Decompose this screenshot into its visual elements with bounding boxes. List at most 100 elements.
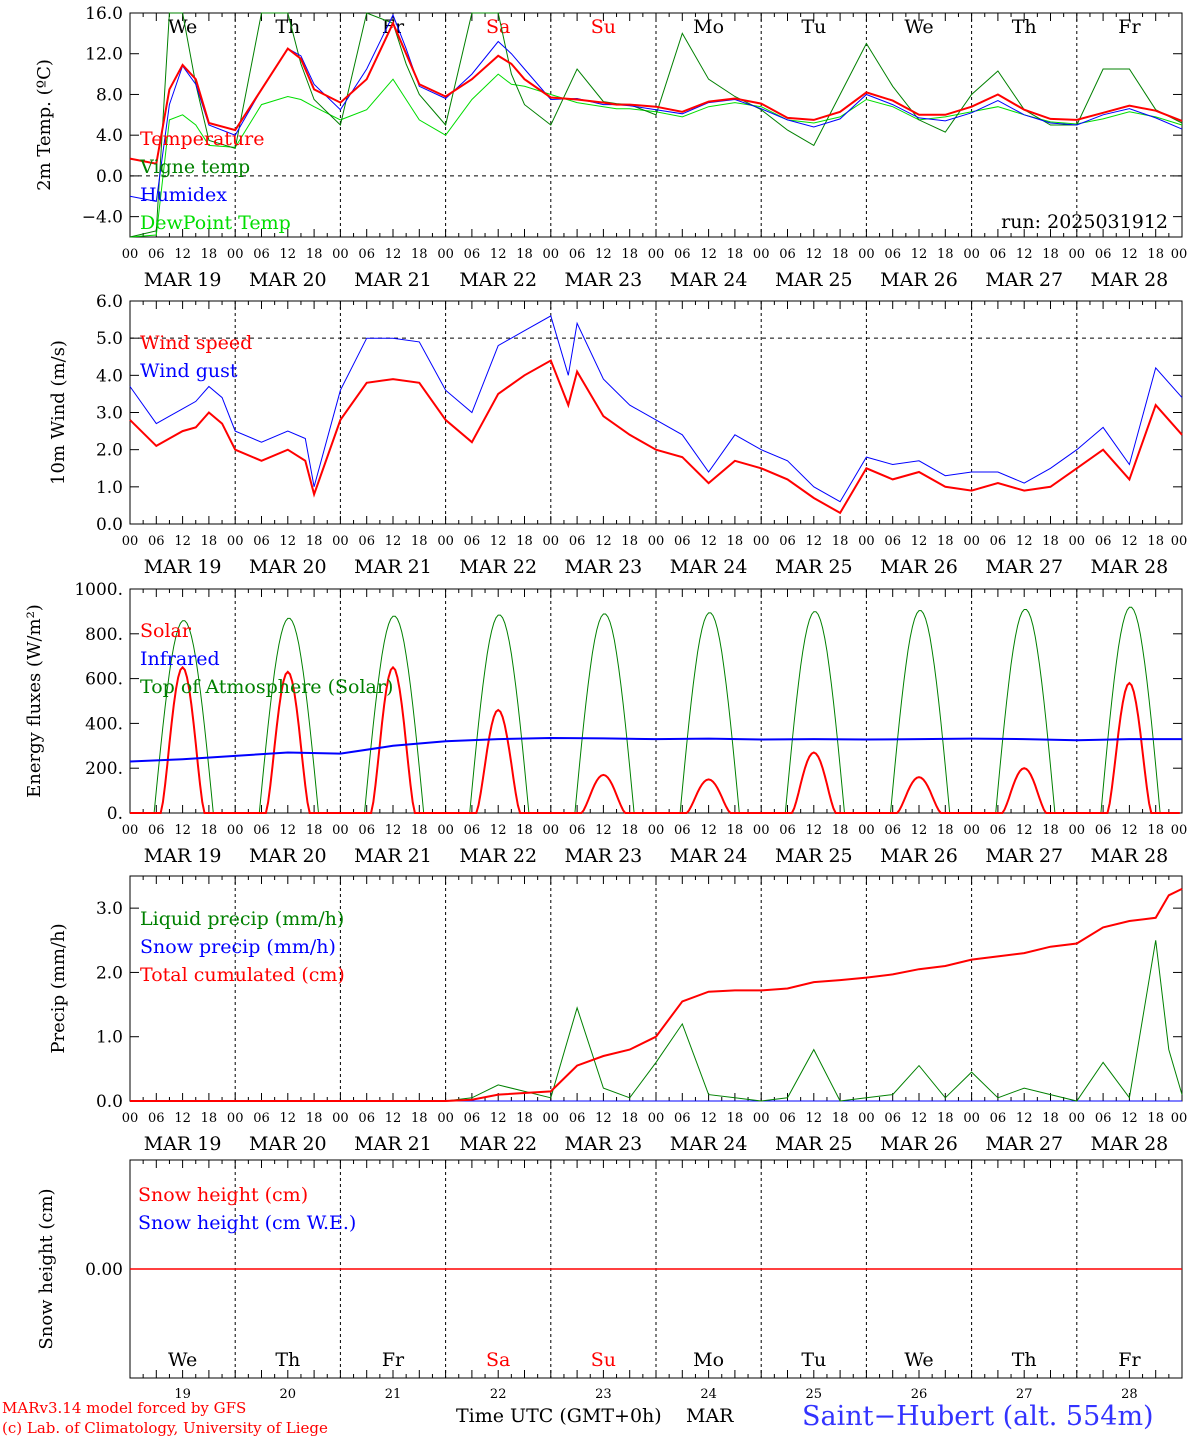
panel-4-hour-label: 06 [1095,1111,1112,1126]
wind-series-line [129,315,1183,503]
panel-2-hour-label: 18 [1042,534,1059,549]
panel-3-hour-label: 06 [253,823,270,838]
panel-2-hour-label: 18 [727,534,744,549]
panel-3-date-label: MAR 21 [354,845,432,867]
panel-4-hour-label: 00 [437,1111,454,1126]
day-name-top: Mo [693,16,724,38]
precip-series-line [130,940,1183,1102]
panel-1-hour-label: 06 [884,247,901,262]
panel-4-hour-label: 18 [516,1111,533,1126]
panel-3-hour-label: 18 [411,823,428,838]
toa-arch [1094,606,1165,814]
panel-2-hour-label: 06 [253,534,270,549]
panel-3-hour-label: 18 [621,823,638,838]
panel-2-hour-label: 00 [227,534,244,549]
panel-4-hour-label: 06 [464,1111,481,1126]
panel-3-hour-label: 00 [858,823,875,838]
panel-1-y-axis-title: 2m Temp. (ºC) [34,59,55,191]
day-name-bottom: We [904,1349,933,1371]
panel-3-hour-label: 00 [1171,823,1188,838]
day-number: 22 [490,1387,507,1402]
panel-3-y-tick-label: 600. [85,670,123,690]
panel-4-date-label: MAR 23 [565,1133,643,1155]
panel-2-date-label: MAR 28 [1091,556,1169,578]
panel-1-hour-label: 00 [227,247,244,262]
panel-3-hour-label: 18 [832,823,849,838]
panel-2-hour-label: 12 [595,534,612,549]
day-name-top: Fr [382,16,405,38]
panel-4-y-tick-label: 2.0 [96,963,123,983]
panel-2-date-label: MAR 20 [249,556,327,578]
panel-2-date-label: MAR 19 [144,556,222,578]
panel-2-hour-label: 12 [490,534,507,549]
energy-legend-entry: Infrared [140,648,220,670]
wind-series-line [129,359,1183,515]
panel-2-hour-label: 12 [174,534,191,549]
run-label: run: 2025031912 [1001,211,1168,233]
panel-2-hour-label: 12 [280,534,297,549]
panel-4-date-label: MAR 26 [880,1133,958,1155]
panel-1-hour-label: 00 [332,247,349,262]
panel-3-y-axis-title: Energy fluxes (W/m²) [24,604,45,798]
panel-3-hour-label: 12 [1121,823,1138,838]
wind-legend-entry: Wind gust [140,360,238,382]
panel-1-date-label: MAR 19 [144,269,222,291]
panel-3-hour-label: 18 [516,823,533,838]
panel-1-hour-label: 00 [122,247,139,262]
panel-2-y-tick-label: 5.0 [96,329,123,349]
panel-1-date-label: MAR 28 [1091,269,1169,291]
precip-series-line [130,888,1183,1102]
wind-legend-entry: Wind speed [140,332,252,354]
day-name-top: Sa [486,16,510,38]
panel-1-hour-label: 18 [516,247,533,262]
month-label: MAR [686,1405,734,1427]
day-number: 21 [385,1387,402,1402]
panel-1-hour-label: 06 [569,247,586,262]
day-name-top: Fr [1118,16,1141,38]
panel-1-hour-label: 18 [201,247,218,262]
panel-1-hour-label: 06 [779,247,796,262]
panel-3-y-tick-label: 0. [107,804,123,824]
panel-3-hour-label: 00 [437,823,454,838]
panel-3-hour-label: 12 [806,823,823,838]
panel-1-hour-label: 12 [806,247,823,262]
toa-arch [463,614,534,814]
panel-2-date-label: MAR 24 [670,556,748,578]
panel-2-y-tick-label: 2.0 [96,441,123,461]
panel-4-hour-label: 00 [332,1111,349,1126]
panel-1-hour-label: 18 [1042,247,1059,262]
panel-4-hour-label: 18 [411,1111,428,1126]
day-name-bottom: Mo [693,1349,724,1371]
panel-2-hour-label: 18 [201,534,218,549]
panel-4-hour-label: 18 [937,1111,954,1126]
day-name-bottom: Tu [801,1349,826,1371]
panel-1-hour-label: 00 [753,247,770,262]
panel-3-hour-label: 12 [280,823,297,838]
temp-legend-entry: Temperature [140,128,264,150]
panel-1-date-label: MAR 22 [459,269,537,291]
panel-2-hour-label: 06 [358,534,375,549]
panel-1-hour-label: 12 [490,247,507,262]
day-number: 27 [1016,1387,1033,1402]
panel-3-hour-label: 12 [595,823,612,838]
panel-4-hour-label: 18 [832,1111,849,1126]
panel-4-hour-label: 06 [674,1111,691,1126]
panel-3-y-tick-label: 800. [85,625,123,645]
panel-4-hour-label: 18 [1147,1111,1164,1126]
panel-4-hour-label: 06 [358,1111,375,1126]
panel-1-hour-label: 12 [174,247,191,262]
panel-2-hour-label: 00 [332,534,349,549]
snow-legend-entry: Snow height (cm W.E.) [138,1212,356,1234]
panel-3-hour-label: 18 [1042,823,1059,838]
infrared-line [129,736,1182,763]
panel-2-hour-label: 12 [1121,534,1138,549]
snow-legend-entry: Snow height (cm) [138,1184,308,1206]
panel-3-hour-label: 00 [122,823,139,838]
panel-3-hour-label: 06 [884,823,901,838]
panel-2-hour-label: 18 [832,534,849,549]
day-name-bottom: Fr [382,1349,405,1371]
panel-4-hour-label: 00 [648,1111,665,1126]
panel-2-hour-label: 18 [306,534,323,549]
panel-3-hour-label: 06 [990,823,1007,838]
panel-2-y-tick-label: 6.0 [96,292,123,312]
